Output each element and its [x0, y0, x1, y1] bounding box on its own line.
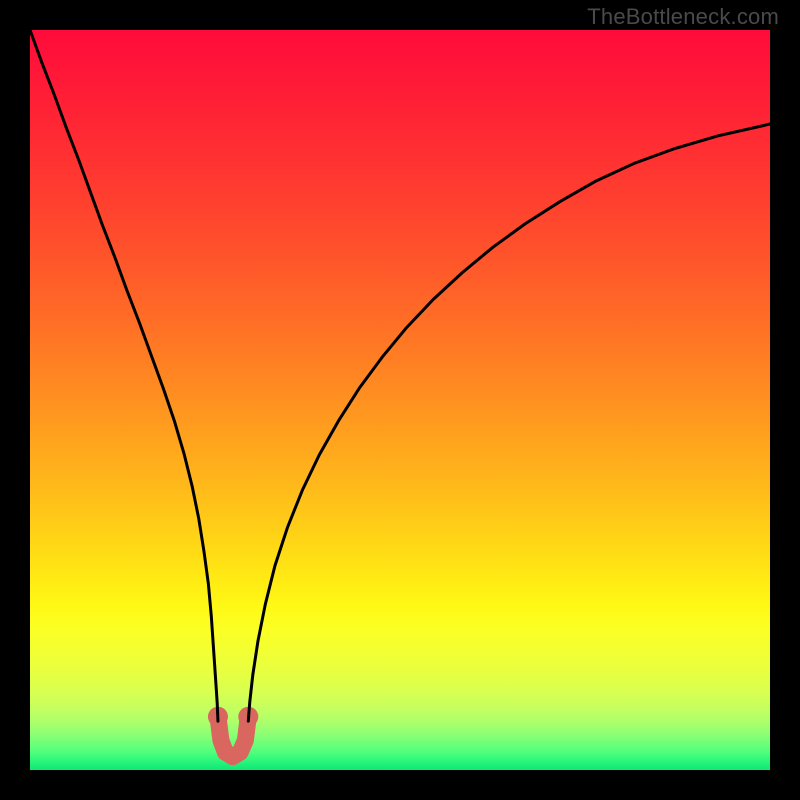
bottleneck-curve-left_branch: [30, 30, 218, 721]
curve-layer: [0, 0, 800, 800]
chart-stage: TheBottleneck.com: [0, 0, 800, 800]
watermark-text: TheBottleneck.com: [587, 4, 779, 30]
bottleneck-curve-right_branch: [248, 124, 770, 721]
